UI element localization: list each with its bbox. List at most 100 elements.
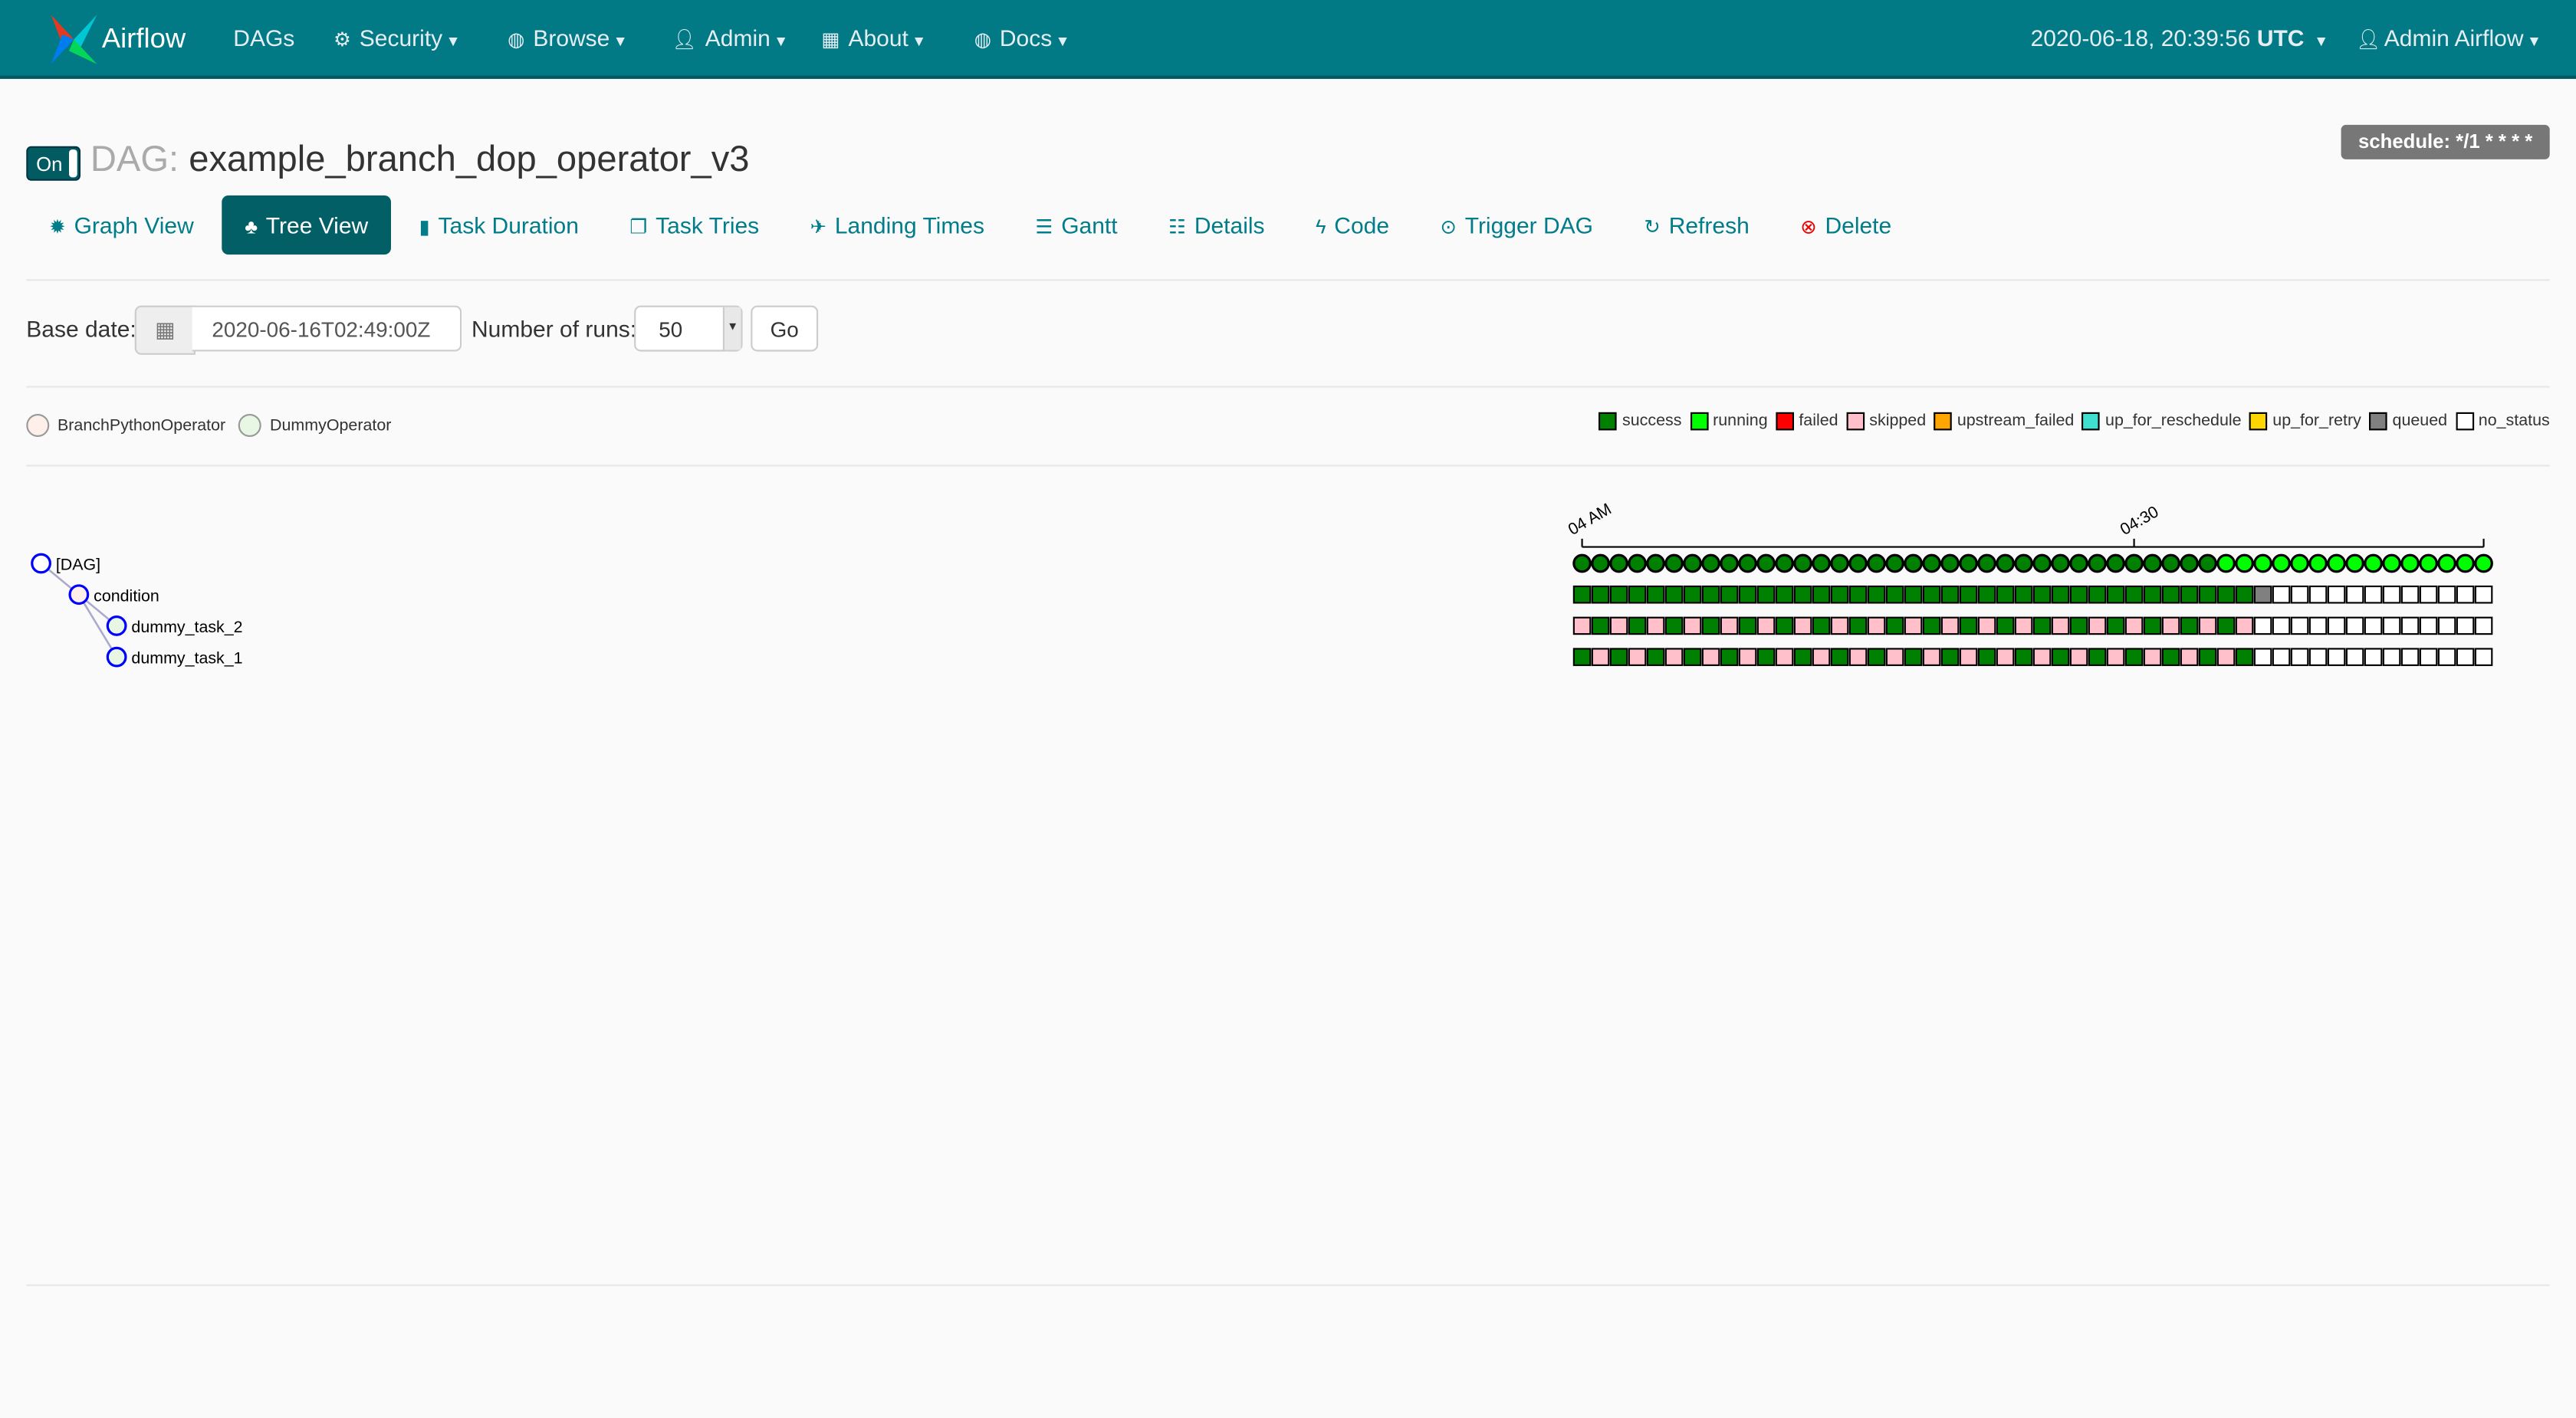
tab-task-tries[interactable]: ❐ Task Tries — [606, 195, 782, 254]
task-instance-success[interactable] — [1812, 585, 1831, 604]
dag-run-success[interactable] — [1646, 553, 1665, 573]
nav-dags[interactable]: DAGs — [233, 25, 294, 51]
task-instance-skipped[interactable] — [1793, 616, 1812, 635]
nav-security[interactable]: ⚙ Security ▼ — [334, 25, 461, 51]
dag-run-success[interactable] — [1720, 553, 1739, 573]
dag-run-success[interactable] — [1664, 553, 1684, 573]
dag-run-success[interactable] — [1572, 553, 1592, 573]
task-instance-success[interactable] — [1996, 616, 2015, 635]
dag-run-success[interactable] — [1959, 553, 1978, 573]
task-instance-success[interactable] — [1683, 585, 1702, 604]
task-instance-skipped[interactable] — [1572, 616, 1592, 635]
dag-run-success[interactable] — [1885, 553, 1904, 573]
task-instance-success[interactable] — [2051, 585, 2070, 604]
task-instance-success[interactable] — [1609, 585, 1628, 604]
task-instance-success[interactable] — [1812, 616, 1831, 635]
dag-run-success[interactable] — [1848, 553, 1868, 573]
task-instance-no_status[interactable] — [2400, 648, 2420, 666]
task-instance-success[interactable] — [1628, 585, 1647, 604]
task-instance-no_status[interactable] — [2364, 648, 2383, 666]
tab-refresh[interactable]: ↻ Refresh — [1621, 195, 1772, 254]
task-instance-skipped[interactable] — [1904, 616, 1923, 635]
dag-run-running[interactable] — [2327, 553, 2346, 573]
task-instance-no_status[interactable] — [2345, 585, 2364, 604]
dag-run-success[interactable] — [1830, 553, 1849, 573]
tab-tree-view[interactable]: ♣ Tree View — [222, 195, 392, 255]
task-instance-success[interactable] — [2143, 616, 2162, 635]
dag-run-success[interactable] — [1701, 553, 1720, 573]
task-instance-success[interactable] — [1848, 585, 1868, 604]
task-instance-skipped[interactable] — [2180, 648, 2199, 666]
task-instance-success[interactable] — [1664, 616, 1684, 635]
dag-run-success[interactable] — [2014, 553, 2033, 573]
dag-run-success[interactable] — [2198, 553, 2217, 573]
task-instance-skipped[interactable] — [1591, 648, 1610, 666]
task-instance-skipped[interactable] — [1720, 616, 1739, 635]
task-instance-success[interactable] — [1922, 616, 1941, 635]
tree-node[interactable] — [106, 646, 127, 668]
dag-run-running[interactable] — [2235, 553, 2254, 573]
task-instance-no_status[interactable] — [2364, 616, 2383, 635]
task-instance-success[interactable] — [1904, 648, 1923, 666]
task-instance-success[interactable] — [1775, 585, 1794, 604]
task-instance-success[interactable] — [2161, 648, 2180, 666]
task-instance-success[interactable] — [1646, 648, 1665, 666]
dag-run-running[interactable] — [2419, 553, 2438, 573]
task-instance-skipped[interactable] — [2051, 616, 2070, 635]
tree-node-label[interactable]: condition — [94, 586, 159, 605]
dag-run-running[interactable] — [2437, 553, 2456, 573]
task-instance-skipped[interactable] — [1830, 616, 1849, 635]
task-instance-success[interactable] — [1572, 648, 1592, 666]
tab-graph-view[interactable]: ✹ Graph View — [26, 195, 217, 254]
task-instance-no_status[interactable] — [2345, 616, 2364, 635]
task-instance-skipped[interactable] — [1701, 648, 1720, 666]
clock-dropdown[interactable]: 2020-06-18, 20:39:56 UTC ▼ — [2031, 25, 2329, 51]
task-instance-success[interactable] — [1977, 585, 1996, 604]
task-instance-no_status[interactable] — [2327, 585, 2346, 604]
tree-node[interactable] — [31, 553, 51, 574]
task-instance-skipped[interactable] — [2161, 616, 2180, 635]
dag-run-success[interactable] — [1812, 553, 1831, 573]
task-instance-no_status[interactable] — [2437, 648, 2456, 666]
num-runs-select[interactable]: 50 ▼ — [634, 305, 743, 352]
task-instance-no_status[interactable] — [2308, 616, 2328, 635]
dag-run-running[interactable] — [2364, 553, 2383, 573]
task-instance-success[interactable] — [1867, 585, 1886, 604]
task-instance-success[interactable] — [1959, 616, 1978, 635]
dag-run-running[interactable] — [2290, 553, 2309, 573]
dag-run-success[interactable] — [1628, 553, 1647, 573]
task-instance-success[interactable] — [2198, 648, 2217, 666]
tree-node[interactable] — [106, 615, 127, 636]
dag-run-success[interactable] — [1996, 553, 2015, 573]
task-instance-no_status[interactable] — [2400, 616, 2420, 635]
task-instance-success[interactable] — [2124, 585, 2144, 604]
nav-docs[interactable]: ◍ Docs ▼ — [974, 25, 1070, 51]
task-instance-success[interactable] — [1664, 585, 1684, 604]
task-instance-no_status[interactable] — [2437, 585, 2456, 604]
task-instance-success[interactable] — [2088, 648, 2107, 666]
task-instance-skipped[interactable] — [2143, 648, 2162, 666]
dag-run-success[interactable] — [2161, 553, 2180, 573]
task-instance-success[interactable] — [1738, 585, 1757, 604]
task-instance-no_status[interactable] — [2437, 616, 2456, 635]
task-instance-success[interactable] — [1720, 648, 1739, 666]
task-instance-success[interactable] — [2180, 585, 2199, 604]
tab-delete[interactable]: ⊗ Delete — [1777, 195, 1914, 254]
task-instance-no_status[interactable] — [2456, 616, 2475, 635]
dag-run-running[interactable] — [2474, 553, 2493, 573]
dag-run-success[interactable] — [2143, 553, 2162, 573]
task-instance-success[interactable] — [1904, 585, 1923, 604]
dag-run-success[interactable] — [2069, 553, 2088, 573]
base-date-input[interactable]: 2020-06-16T02:49:00Z — [192, 305, 462, 352]
task-instance-skipped[interactable] — [1738, 648, 1757, 666]
task-instance-success[interactable] — [2198, 585, 2217, 604]
task-instance-success[interactable] — [2143, 585, 2162, 604]
task-instance-skipped[interactable] — [2198, 616, 2217, 635]
task-instance-skipped[interactable] — [2088, 616, 2107, 635]
task-instance-skipped[interactable] — [1775, 648, 1794, 666]
task-instance-no_status[interactable] — [2364, 585, 2383, 604]
task-instance-success[interactable] — [2235, 585, 2254, 604]
task-instance-success[interactable] — [2014, 648, 2033, 666]
task-instance-skipped[interactable] — [1867, 616, 1886, 635]
dag-run-success[interactable] — [1922, 553, 1941, 573]
